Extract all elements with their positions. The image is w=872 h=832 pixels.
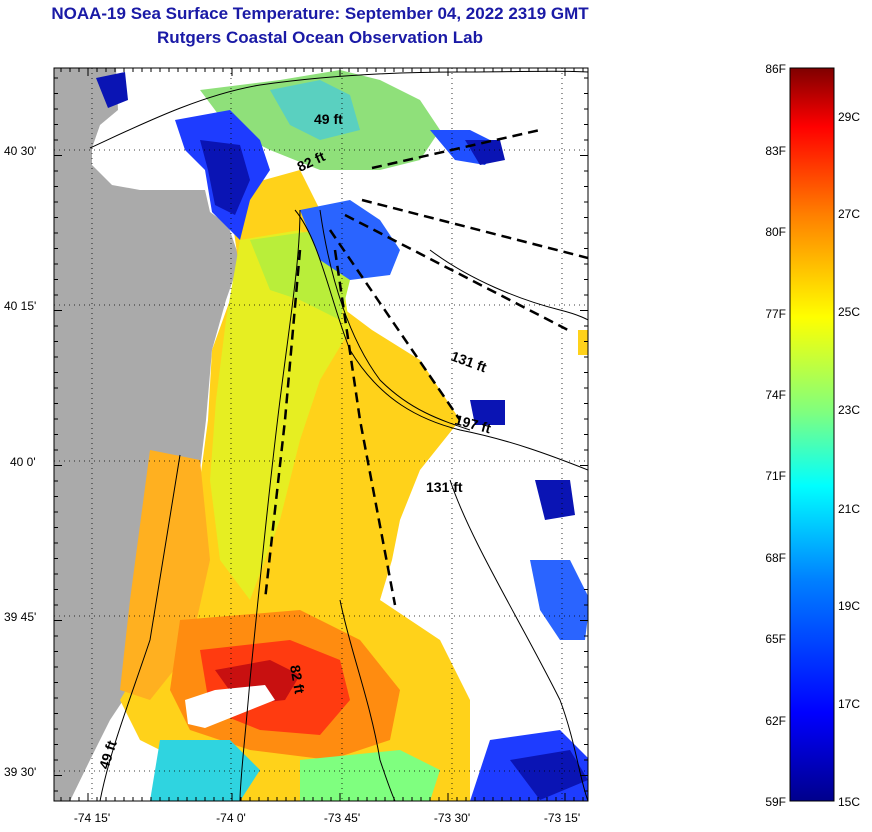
lon-label: -73 45' bbox=[324, 811, 360, 825]
cb-c-label: 21C bbox=[838, 502, 860, 516]
lat-label: 39 30' bbox=[4, 765, 36, 779]
cb-f-label: 77F bbox=[765, 307, 786, 321]
cb-c-label: 19C bbox=[838, 599, 860, 613]
lon-label: -74 0' bbox=[216, 811, 246, 825]
land-mass bbox=[54, 68, 240, 801]
cb-c-label: 15C bbox=[838, 795, 860, 809]
longitude-labels: -74 15' -74 0' -73 45' -73 30' -73 15' bbox=[74, 811, 580, 825]
colorbar: 86F 83F 80F 77F 74F 71F 68F 65F 62F 59F … bbox=[765, 62, 860, 809]
colorbar-celsius-labels: 29C 27C 25C 23C 21C 19C 17C 15C bbox=[838, 110, 860, 809]
lon-label: -73 15' bbox=[544, 811, 580, 825]
latitude-labels: 40 30' 40 15' 40 0' 39 45' 39 30' bbox=[4, 144, 36, 779]
cb-c-label: 25C bbox=[838, 305, 860, 319]
graticule bbox=[54, 68, 588, 801]
colorbar-fahrenheit-labels: 86F 83F 80F 77F 74F 71F 68F 65F 62F 59F bbox=[765, 62, 786, 809]
map-title: NOAA-19 Sea Surface Temperature: Septemb… bbox=[51, 4, 589, 23]
cb-f-label: 68F bbox=[765, 551, 786, 565]
lat-label: 39 45' bbox=[4, 610, 36, 624]
cb-f-label: 74F bbox=[765, 388, 786, 402]
cb-c-label: 27C bbox=[838, 207, 860, 221]
axis-ticks bbox=[54, 68, 588, 801]
cb-f-label: 80F bbox=[765, 225, 786, 239]
colorbar-gradient bbox=[789, 67, 835, 802]
cb-c-label: 17C bbox=[838, 697, 860, 711]
depth-label: 131 ft bbox=[426, 479, 463, 495]
cb-c-label: 29C bbox=[838, 110, 860, 124]
lat-label: 40 15' bbox=[4, 299, 36, 313]
cb-f-label: 83F bbox=[765, 144, 786, 158]
cb-f-label: 86F bbox=[765, 62, 786, 76]
cb-f-label: 59F bbox=[765, 795, 786, 809]
lon-label: -73 30' bbox=[434, 811, 470, 825]
depth-label: 82 ft bbox=[287, 664, 308, 695]
cb-f-label: 71F bbox=[765, 469, 786, 483]
lat-label: 40 30' bbox=[4, 144, 36, 158]
depth-label: 49 ft bbox=[314, 111, 343, 127]
cb-f-label: 62F bbox=[765, 714, 786, 728]
cb-c-label: 23C bbox=[838, 403, 860, 417]
map-subtitle: Rutgers Coastal Ocean Observation Lab bbox=[157, 28, 483, 47]
cb-f-label: 65F bbox=[765, 632, 786, 646]
sst-field bbox=[54, 68, 588, 801]
lon-label: -74 15' bbox=[74, 811, 110, 825]
lat-label: 40 0' bbox=[10, 455, 36, 469]
